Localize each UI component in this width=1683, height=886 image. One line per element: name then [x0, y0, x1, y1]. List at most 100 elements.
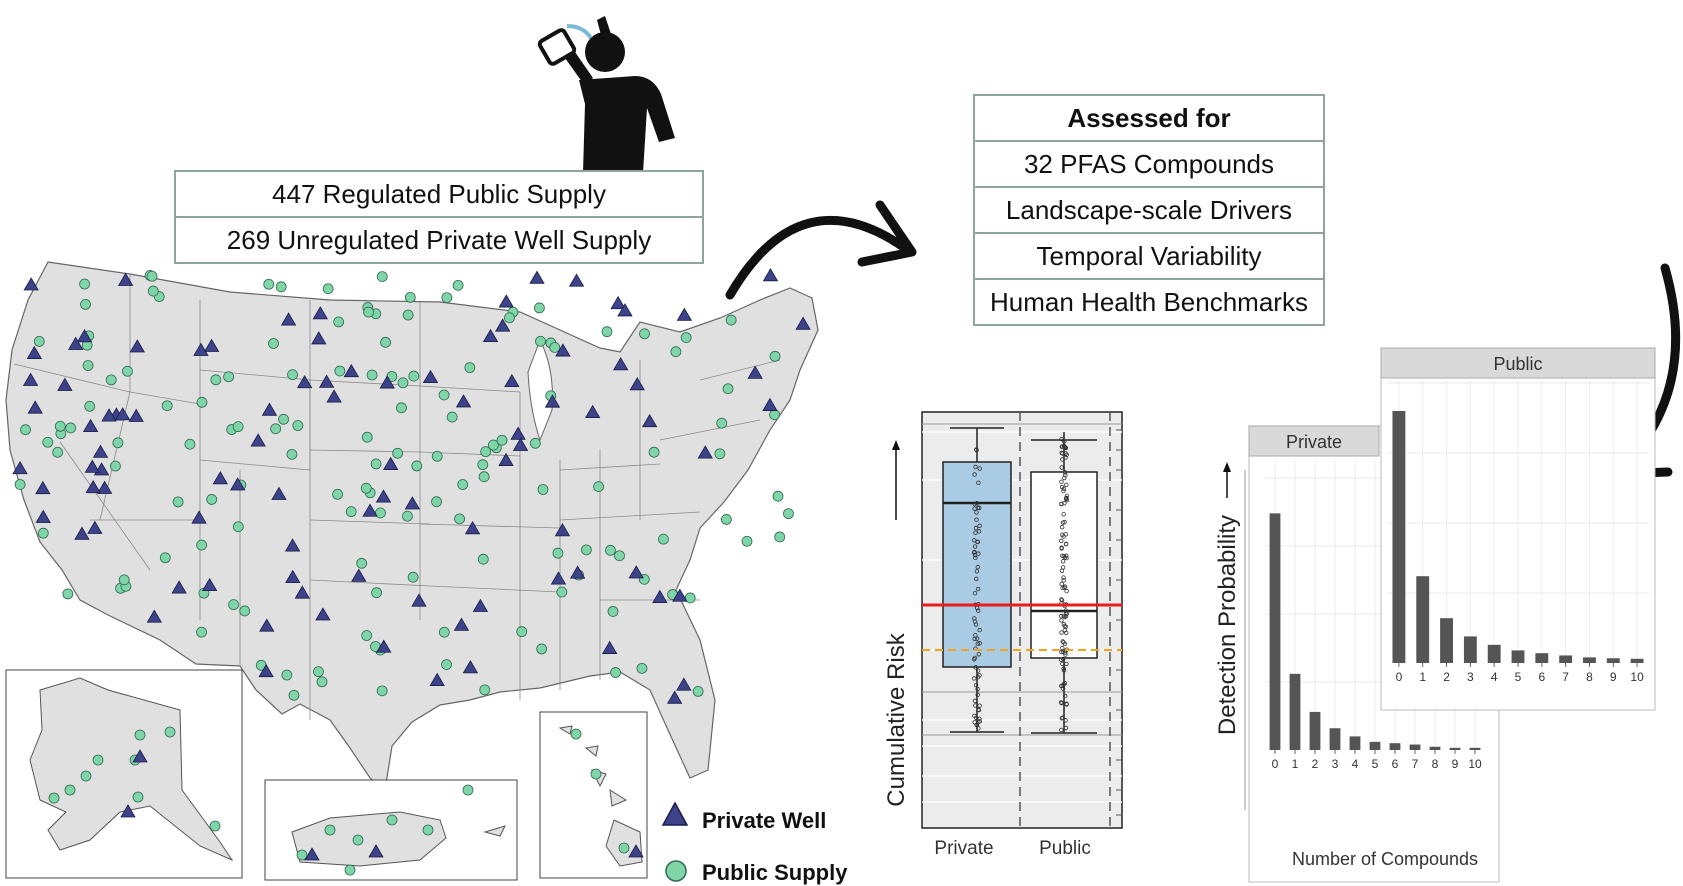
public-supply-marker	[772, 490, 784, 502]
public-supply-marker	[352, 834, 364, 846]
tick-label: 7	[1412, 757, 1419, 771]
detection-xlabel: Number of Compounds	[1292, 849, 1478, 869]
tick-label: 4	[1491, 670, 1498, 684]
private-well-marker	[601, 640, 618, 654]
public-point	[1061, 575, 1066, 580]
public-supply-marker	[402, 309, 414, 321]
private-point	[977, 627, 982, 633]
public-supply-marker	[639, 328, 650, 340]
private-well-marker	[404, 496, 421, 510]
tick-label: 7	[1562, 670, 1569, 684]
tick-label: 9	[1610, 670, 1617, 684]
public-point	[1063, 541, 1069, 547]
public-supply-marker	[206, 494, 218, 505]
private-point	[972, 636, 977, 642]
private-well-marker	[26, 345, 43, 359]
public-supply-marker	[159, 552, 171, 564]
private-well-marker	[128, 408, 144, 422]
private-well-marker	[676, 307, 693, 321]
bar-10	[1469, 747, 1481, 750]
private-well-marker	[280, 312, 297, 326]
private-well-marker	[92, 444, 109, 458]
boxplot-xlabel-public: Public	[1039, 838, 1091, 859]
public-supply-marker	[371, 587, 383, 599]
public-supply-marker	[397, 377, 409, 389]
public-point	[1061, 488, 1066, 494]
private-well-marker	[550, 571, 567, 585]
public-point	[1061, 512, 1066, 517]
private-point	[973, 703, 978, 708]
public-supply-marker	[196, 539, 208, 551]
private-point	[975, 674, 981, 680]
public-point	[1060, 661, 1065, 666]
private-well-marker	[382, 456, 399, 470]
public-point	[1058, 657, 1064, 662]
public-supply-marker	[769, 409, 780, 421]
public-supply-marker	[132, 791, 144, 803]
private-well-marker	[612, 356, 629, 371]
public-supply-marker	[404, 291, 416, 303]
public-point	[1062, 475, 1067, 481]
public-supply-marker	[286, 448, 298, 460]
assessed-row-temporal-label: Temporal Variability	[1036, 240, 1262, 271]
private-well-marker	[584, 404, 601, 418]
public-point	[1059, 581, 1064, 587]
private-well-marker	[212, 471, 229, 485]
public-supply-marker	[223, 371, 235, 383]
public-supply-marker	[457, 479, 469, 490]
public-supply-marker	[52, 446, 64, 458]
private-well-marker	[115, 407, 131, 421]
public-point	[1059, 524, 1065, 530]
public-point	[1062, 500, 1067, 506]
public-point	[1062, 614, 1068, 620]
private-point	[974, 517, 979, 522]
public-point	[1060, 444, 1065, 449]
source-row-private: 269 Unregulated Private Well Supply	[174, 216, 704, 264]
private-well-marker	[343, 363, 360, 378]
public-supply-marker	[769, 350, 781, 362]
private-well-marker	[498, 452, 514, 466]
private-well-marker	[171, 580, 187, 594]
public-supply-marker	[333, 316, 345, 328]
bar-6	[1535, 653, 1549, 663]
public-point	[1063, 473, 1068, 478]
public-supply-marker	[134, 729, 146, 741]
bar-9	[1606, 658, 1620, 663]
public-supply-marker	[322, 283, 334, 295]
tick-label: 10	[1468, 757, 1482, 771]
public-strip	[1380, 347, 1656, 379]
public-point	[1059, 465, 1064, 470]
public-strip-label: Public	[1493, 354, 1542, 374]
bar-7	[1409, 744, 1421, 750]
public-supply-marker	[316, 676, 328, 688]
public-supply-marker	[228, 599, 239, 611]
private-point	[976, 652, 982, 657]
private-well-triangle-icon	[661, 801, 689, 826]
bar-4	[1487, 644, 1501, 663]
public-supply-marker	[504, 312, 515, 324]
private-point	[972, 591, 978, 596]
public-supply-marker	[209, 820, 221, 832]
private-point	[976, 608, 981, 613]
public-supply-marker	[164, 726, 176, 738]
public-point	[1061, 640, 1066, 645]
public-point	[1059, 727, 1064, 733]
private-well-marker	[87, 520, 103, 534]
public-point	[1059, 683, 1064, 689]
assessed-row-health-label: Human Health Benchmarks	[990, 286, 1308, 317]
private-well-marker	[628, 565, 644, 579]
private-well-marker	[117, 272, 134, 286]
public-supply-marker	[80, 299, 91, 310]
hawaii-shape	[558, 725, 643, 867]
private-well-marker	[610, 295, 626, 310]
public-supply-marker	[516, 626, 528, 638]
private-well-marker	[554, 523, 571, 537]
private-point	[977, 716, 982, 721]
private-bars	[1269, 513, 1481, 750]
private-well-marker	[35, 509, 51, 523]
public-supply-marker	[370, 458, 382, 470]
arrow-to-assessed-icon	[725, 215, 910, 300]
private-well-marker	[504, 373, 520, 388]
bar-1	[1289, 673, 1301, 750]
public-supply-marker	[278, 413, 289, 425]
